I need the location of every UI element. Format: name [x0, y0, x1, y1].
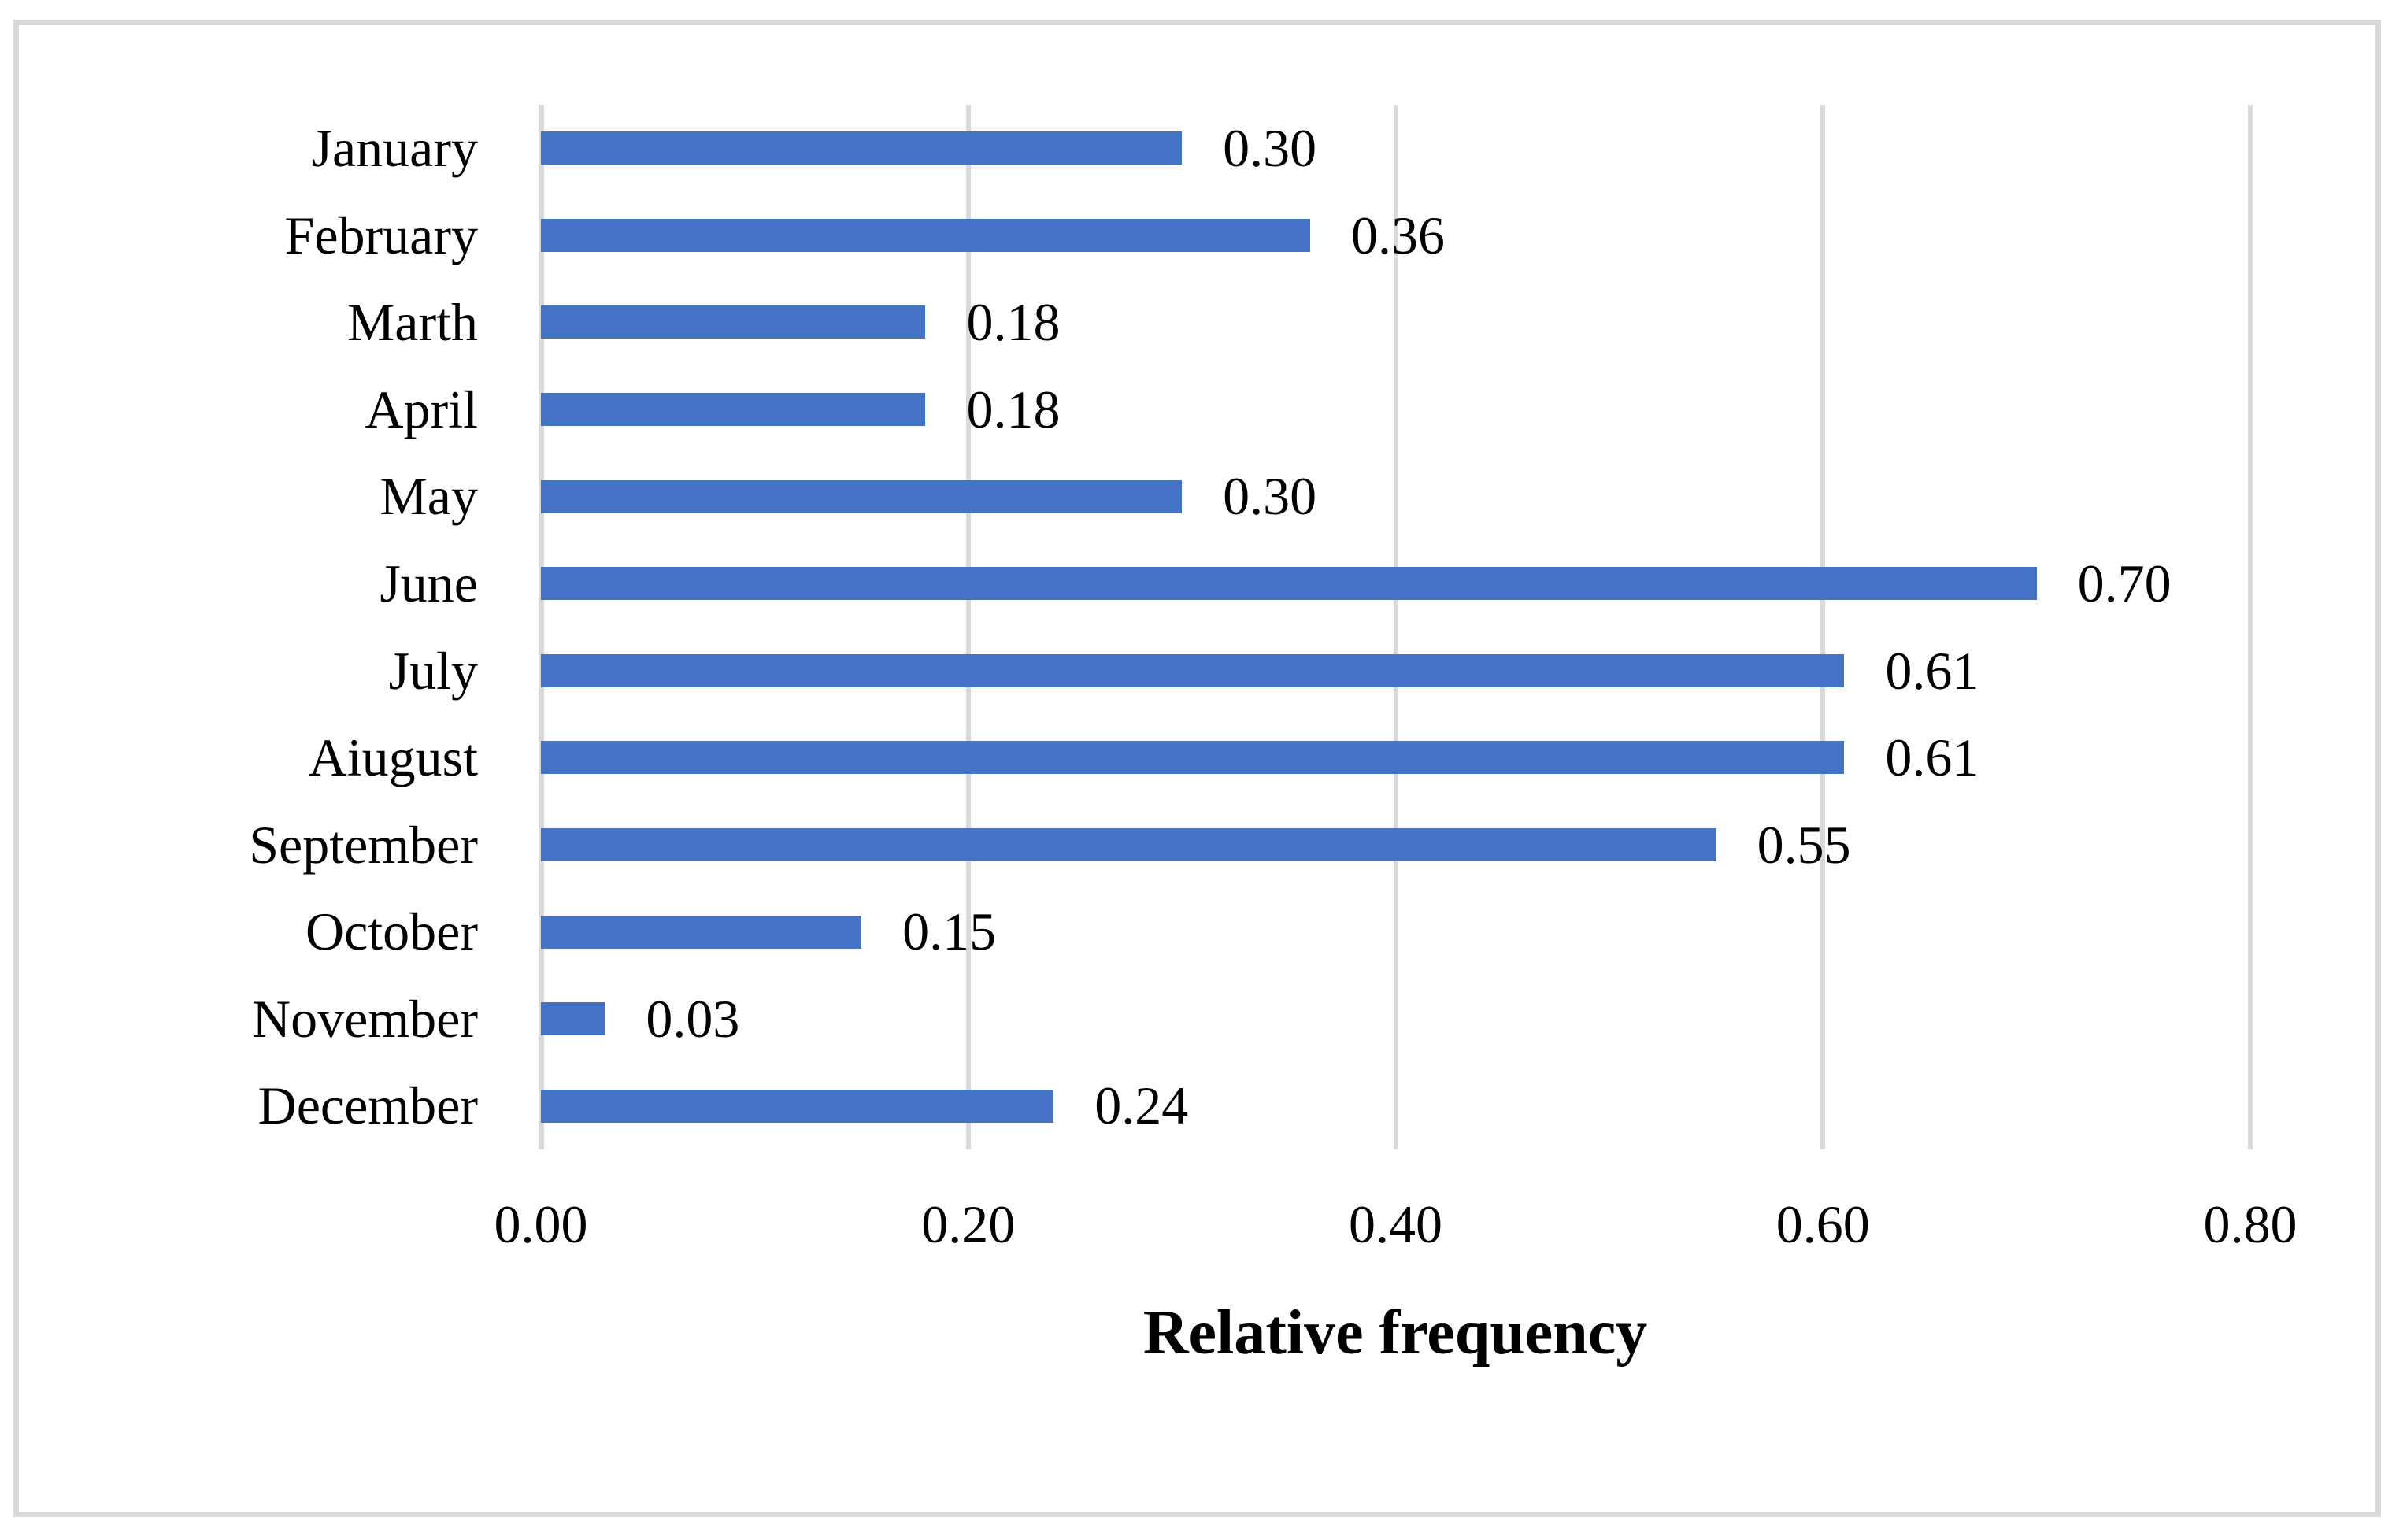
y-axis-category-label: Marth — [346, 292, 478, 353]
bar — [541, 479, 1183, 513]
bar-value-label: 0.36 — [1350, 205, 1445, 265]
y-axis-category-label: April — [365, 379, 478, 439]
x-axis-tick-label: 0.80 — [2203, 1194, 2298, 1254]
bar — [541, 393, 926, 427]
bar — [541, 915, 862, 949]
y-axis-line — [538, 105, 544, 1149]
bar-value-label: 0.70 — [2077, 553, 2172, 613]
bar — [541, 305, 926, 339]
bar-value-label: 0.61 — [1885, 640, 1979, 701]
y-axis-category-label: June — [380, 553, 478, 613]
bar-value-label: 0.30 — [1223, 118, 1317, 178]
bar-value-label: 0.30 — [1223, 466, 1317, 527]
bar-value-label: 0.03 — [646, 988, 740, 1049]
y-axis-category-label: November — [251, 988, 478, 1049]
bar — [541, 1002, 605, 1036]
bar — [541, 131, 1183, 165]
x-axis-tick-label: 0.20 — [921, 1194, 1016, 1254]
bar-value-label: 0.55 — [1757, 814, 1851, 875]
gridline — [965, 105, 971, 1149]
x-axis-tick-label: 0.60 — [1775, 1194, 1870, 1254]
y-axis-category-label: September — [249, 814, 478, 875]
bar-value-label: 0.18 — [966, 379, 1061, 439]
y-axis-category-label: May — [380, 466, 478, 527]
bar-value-label: 0.24 — [1094, 1075, 1189, 1136]
gridline — [1820, 105, 1826, 1149]
y-axis-category-label: July — [388, 640, 478, 701]
y-axis-category-label: January — [311, 118, 478, 178]
x-axis-title: Relative frequency — [1142, 1298, 1648, 1368]
bar — [541, 653, 1845, 687]
bar-value-label: 0.61 — [1885, 727, 1979, 788]
y-axis-category-label: Aiugust — [308, 727, 478, 788]
bar — [541, 567, 2037, 601]
y-axis-category-label: October — [305, 901, 478, 962]
gridline — [2248, 105, 2253, 1149]
bar — [541, 218, 1310, 252]
bar-value-label: 0.15 — [902, 901, 997, 962]
bar-value-label: 0.18 — [966, 292, 1061, 353]
x-axis-tick-label: 0.40 — [1349, 1194, 1442, 1254]
x-axis-tick-label: 0.00 — [494, 1194, 588, 1254]
y-axis-category-label: December — [257, 1075, 478, 1136]
bar — [541, 741, 1845, 775]
gridline — [1393, 105, 1398, 1149]
bar — [541, 1089, 1054, 1123]
bar — [541, 827, 1716, 861]
y-axis-category-label: February — [284, 205, 478, 265]
